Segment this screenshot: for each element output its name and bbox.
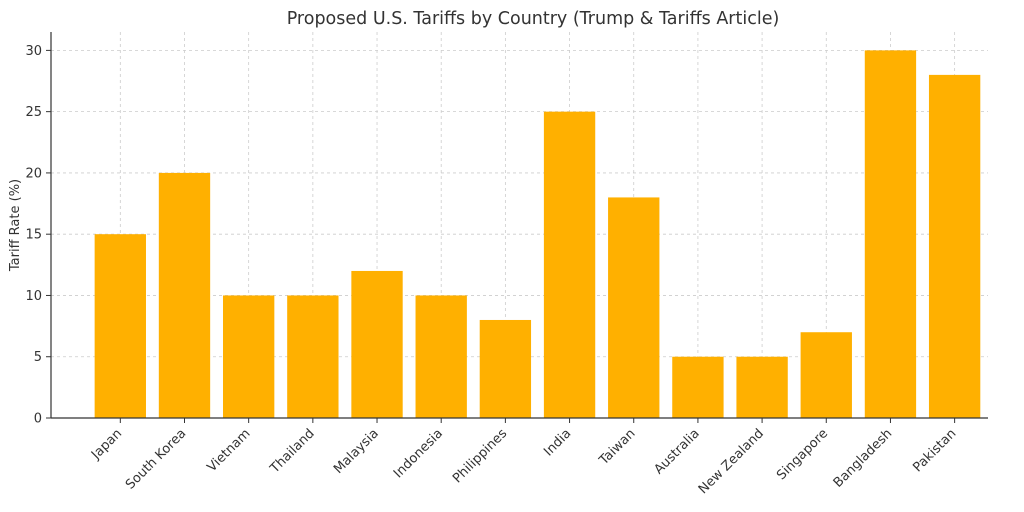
x-tick-label: Singapore bbox=[774, 426, 831, 483]
bar-thailand bbox=[287, 295, 339, 418]
bar-japan bbox=[94, 234, 146, 418]
y-tick-label: 15 bbox=[25, 228, 42, 243]
y-tick-label: 0 bbox=[34, 412, 42, 427]
bar-malaysia bbox=[351, 270, 403, 418]
x-tick-label: Malaysia bbox=[331, 426, 382, 477]
bar-pakistan bbox=[928, 74, 981, 418]
bars-group bbox=[94, 50, 981, 419]
y-tick-label: 5 bbox=[34, 350, 42, 365]
y-tick-label: 10 bbox=[25, 289, 42, 304]
x-tick-label: Thailand bbox=[267, 426, 318, 477]
bar-taiwan bbox=[608, 197, 660, 418]
bar-indonesia bbox=[415, 295, 467, 418]
x-tick-label: India bbox=[541, 426, 574, 459]
bar-vietnam bbox=[222, 295, 275, 418]
y-tick-label: 30 bbox=[25, 44, 42, 59]
bar-new-zealand bbox=[736, 356, 788, 418]
bar-bangladesh bbox=[864, 50, 917, 418]
chart-title: Proposed U.S. Tariffs by Country (Trump … bbox=[287, 9, 780, 29]
bar-south-korea bbox=[158, 172, 211, 418]
bar-philippines bbox=[479, 319, 532, 418]
x-tick-label: Philippines bbox=[450, 426, 510, 486]
x-tick-label: Vietnam bbox=[205, 426, 254, 475]
y-tick-label: 20 bbox=[25, 166, 42, 181]
axes bbox=[50, 32, 988, 419]
x-tick-label: Japan bbox=[88, 426, 125, 463]
x-tick-label: Pakistan bbox=[910, 426, 959, 475]
y-tick-label: 25 bbox=[25, 105, 42, 120]
x-tick-label: Indonesia bbox=[391, 426, 446, 481]
x-tick-label: New Zealand bbox=[696, 426, 767, 497]
bar-australia bbox=[672, 356, 724, 418]
x-tick-label: South Korea bbox=[123, 426, 189, 492]
x-tick-label: Taiwan bbox=[596, 426, 639, 469]
x-tick-label: Australia bbox=[651, 426, 702, 477]
y-tick-labels: 0 5 10 15 20 25 30 bbox=[25, 44, 51, 427]
x-tick-label: Bangladesh bbox=[831, 426, 896, 491]
y-axis-label: Tariff Rate (%) bbox=[8, 179, 23, 272]
bar-india bbox=[543, 111, 596, 419]
bar-singapore bbox=[800, 332, 852, 418]
